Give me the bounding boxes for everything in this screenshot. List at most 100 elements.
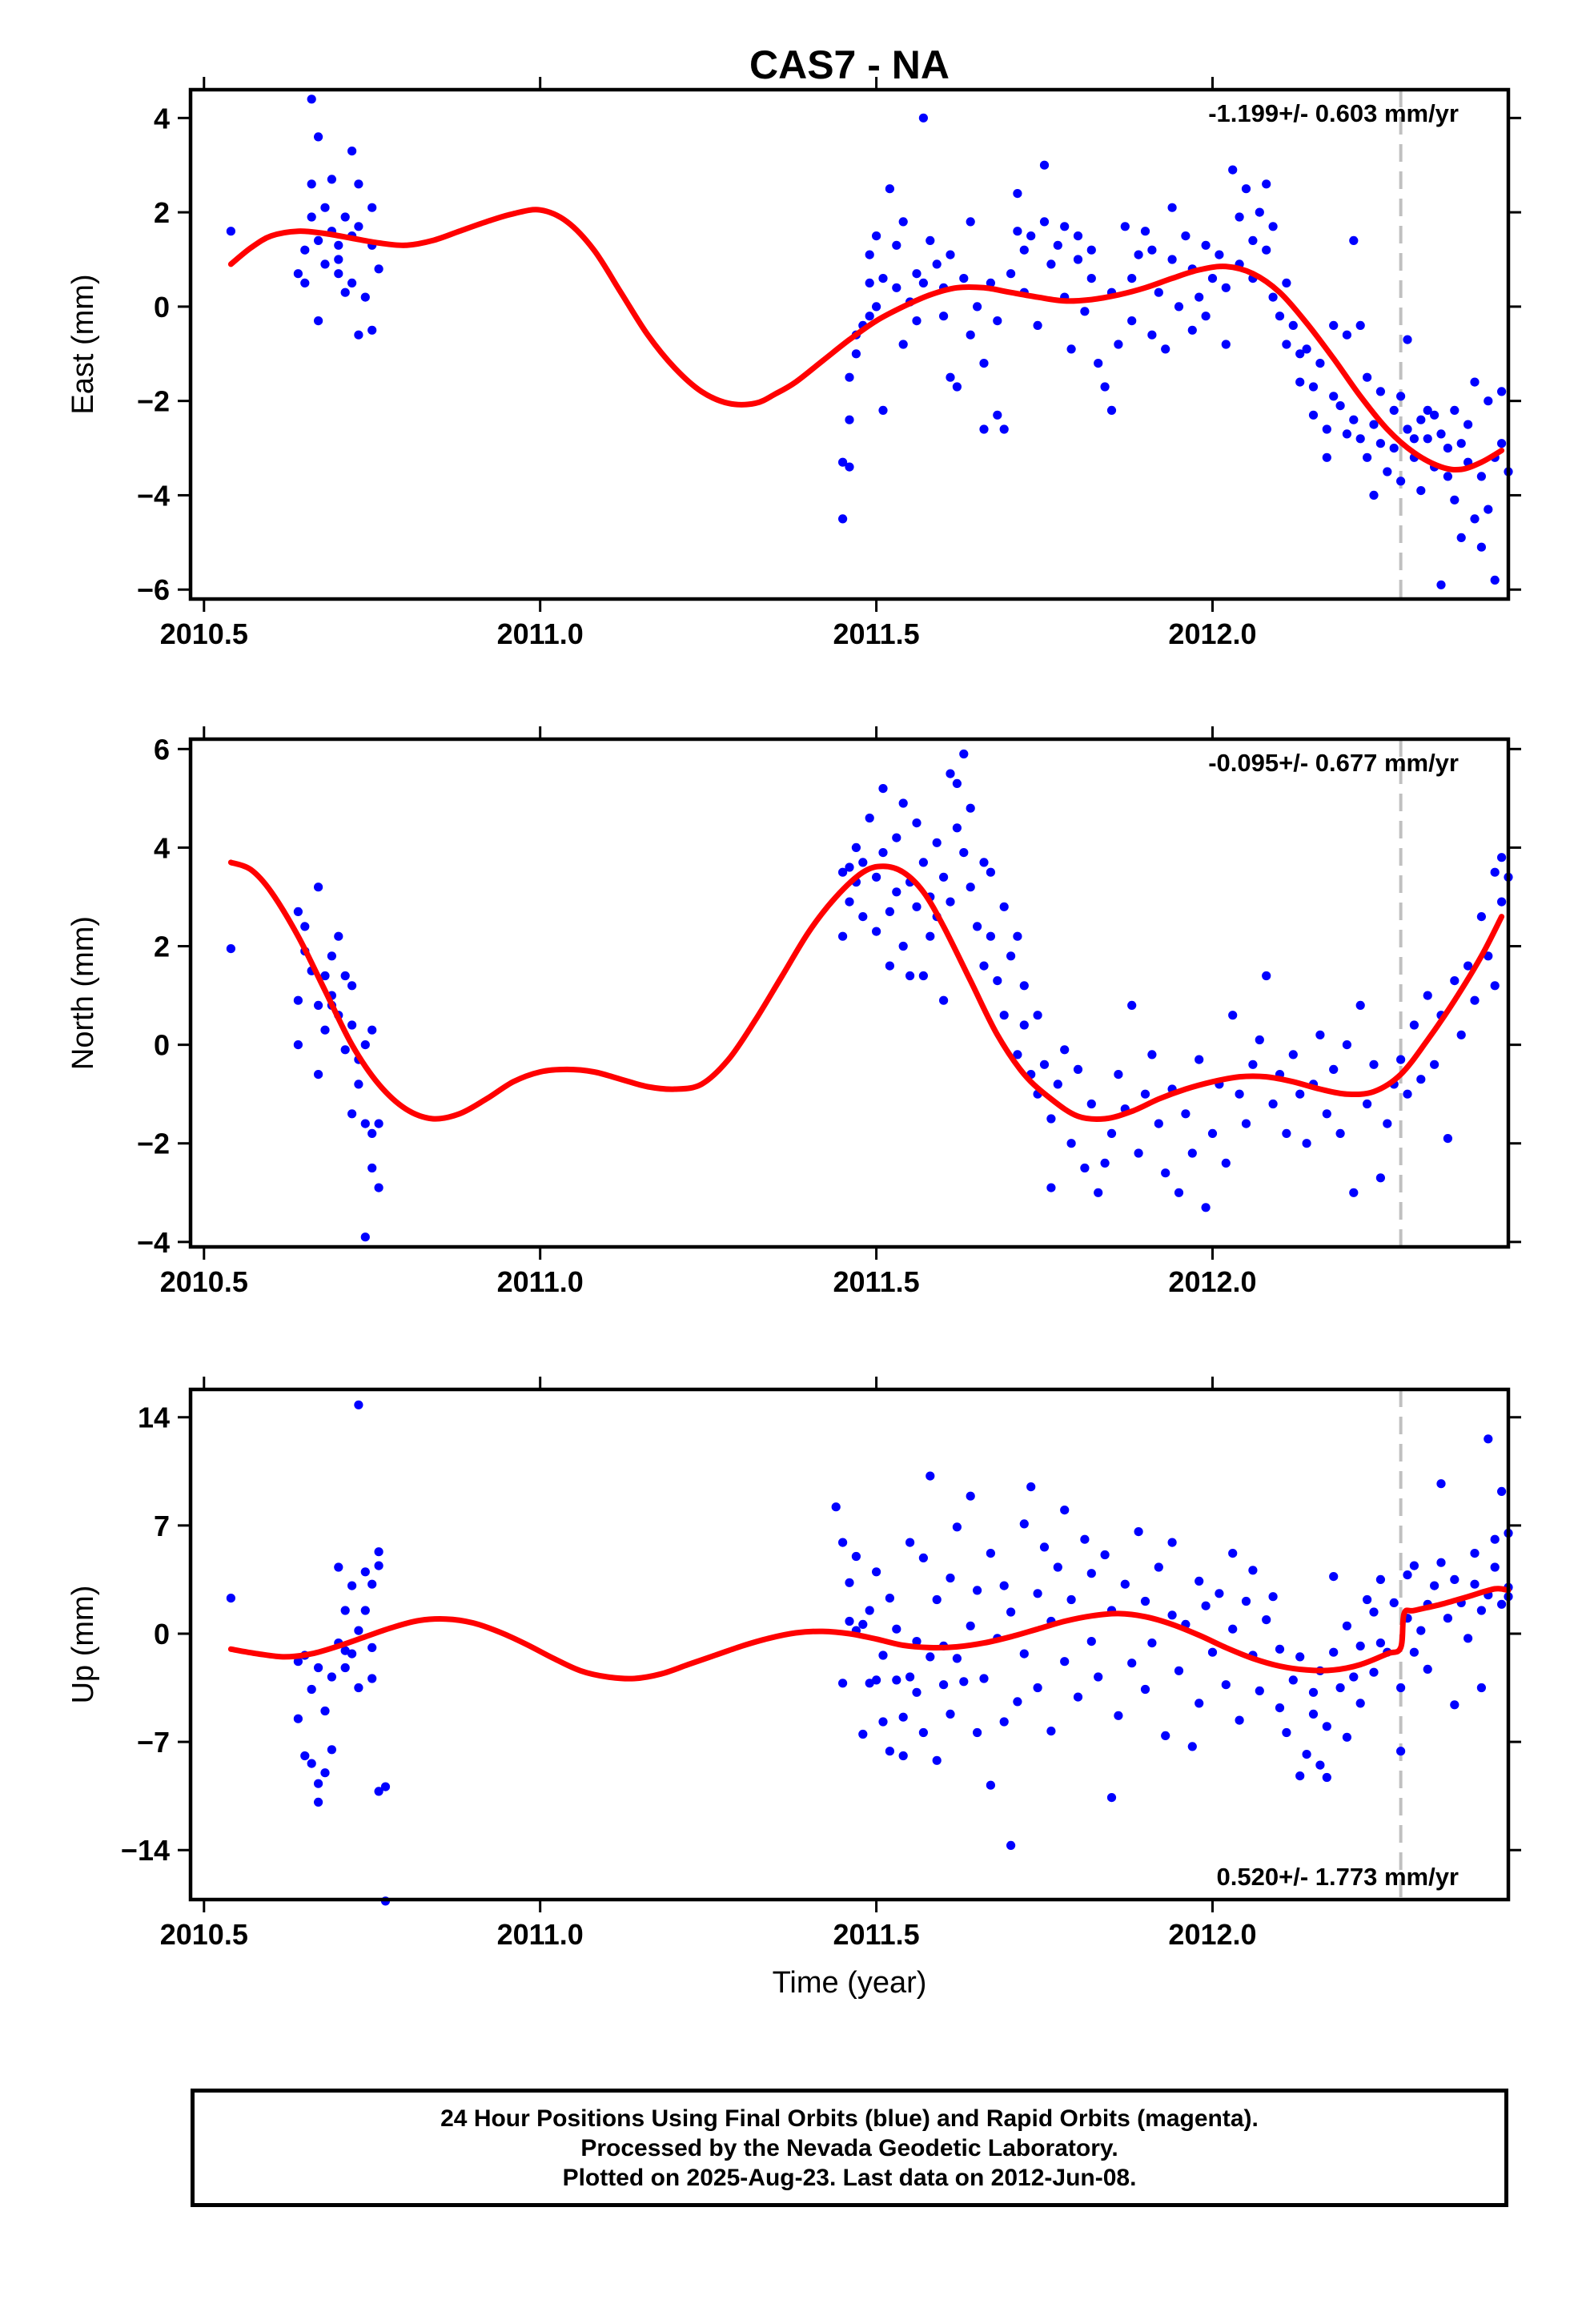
data-point bbox=[1335, 1128, 1345, 1138]
data-point bbox=[1187, 325, 1197, 335]
y-tick-label: 4 bbox=[154, 831, 170, 864]
x-tick-label: 2010.5 bbox=[160, 1265, 248, 1298]
data-point bbox=[1154, 1562, 1163, 1572]
data-point bbox=[885, 961, 894, 971]
data-point bbox=[1086, 274, 1096, 283]
data-point bbox=[1464, 961, 1473, 971]
data-point bbox=[380, 1782, 391, 1791]
data-point bbox=[1423, 434, 1432, 444]
data-point bbox=[1167, 1610, 1177, 1620]
data-point bbox=[1100, 1550, 1110, 1560]
data-point bbox=[1355, 1641, 1365, 1651]
data-point bbox=[1013, 189, 1022, 199]
data-point bbox=[320, 259, 330, 269]
data-point bbox=[979, 858, 989, 867]
data-point bbox=[334, 269, 343, 279]
data-point bbox=[872, 302, 881, 312]
data-point bbox=[1140, 1596, 1150, 1606]
data-point bbox=[939, 1680, 949, 1690]
data-point bbox=[912, 818, 921, 828]
y-tick-label: −4 bbox=[137, 1226, 170, 1259]
data-point bbox=[1450, 1574, 1460, 1584]
data-point bbox=[1255, 1035, 1264, 1045]
velocity-label: -1.199+/- 0.603 mm/yr bbox=[1208, 99, 1459, 127]
data-point bbox=[1302, 344, 1311, 354]
data-point bbox=[1476, 1683, 1486, 1693]
x-tick-label: 2010.5 bbox=[160, 617, 248, 650]
y-tick-label: 0 bbox=[154, 1618, 170, 1651]
data-point bbox=[1308, 410, 1319, 420]
data-point bbox=[1134, 250, 1143, 259]
data-point bbox=[1275, 312, 1285, 321]
data-point bbox=[1497, 1486, 1507, 1496]
data-point bbox=[1228, 1549, 1238, 1558]
data-point bbox=[1322, 424, 1331, 434]
data-point bbox=[1026, 1482, 1036, 1492]
data-point bbox=[1363, 1594, 1372, 1605]
data-point bbox=[979, 424, 989, 434]
data-point bbox=[999, 1011, 1009, 1020]
data-point bbox=[340, 1606, 350, 1615]
data-point bbox=[374, 1787, 383, 1796]
data-point bbox=[1039, 217, 1050, 227]
data-point bbox=[374, 1547, 383, 1557]
chart-title: CAS7 - NA bbox=[749, 42, 950, 87]
data-point bbox=[838, 514, 848, 524]
data-point bbox=[354, 330, 363, 340]
data-point bbox=[939, 312, 949, 321]
data-point bbox=[347, 278, 357, 287]
data-point bbox=[1470, 377, 1480, 387]
y-tick-label: −14 bbox=[121, 1834, 170, 1867]
data-point bbox=[1342, 429, 1351, 439]
data-point bbox=[1369, 1667, 1379, 1677]
data-point bbox=[1315, 359, 1325, 368]
data-point bbox=[1140, 227, 1150, 236]
data-point bbox=[354, 1080, 363, 1089]
north-panel: 2010.5 2011.0 2011.5 2012.0 6 4 2 0 −2 −4 North (m… bbox=[66, 726, 1521, 1298]
x-tick-label: 2012.0 bbox=[1168, 1265, 1256, 1298]
footer-line-1: 24 Hour Positions Using Final Orbits (bl… bbox=[440, 2105, 1259, 2132]
data-point bbox=[1228, 1624, 1238, 1634]
data-point bbox=[872, 1675, 881, 1685]
data-point bbox=[314, 235, 323, 245]
data-point bbox=[966, 330, 975, 340]
data-point bbox=[946, 769, 955, 778]
data-point bbox=[347, 981, 357, 991]
data-point bbox=[865, 278, 874, 287]
data-point bbox=[878, 848, 888, 858]
data-point bbox=[1073, 255, 1083, 264]
data-point bbox=[307, 212, 316, 222]
data-point bbox=[1026, 231, 1036, 241]
data-point bbox=[1464, 1634, 1473, 1643]
data-point bbox=[1342, 1040, 1351, 1050]
data-point bbox=[1248, 1059, 1258, 1069]
data-point bbox=[293, 1714, 303, 1723]
data-point bbox=[939, 872, 949, 882]
data-point bbox=[1403, 424, 1412, 434]
data-point bbox=[959, 848, 969, 858]
data-point bbox=[912, 316, 921, 326]
data-point bbox=[307, 94, 316, 104]
data-point bbox=[340, 1045, 350, 1055]
footer-line-2: Processed by the Nevada Geodetic Laborat… bbox=[580, 2134, 1118, 2161]
data-point bbox=[1033, 320, 1042, 330]
data-point bbox=[1355, 1699, 1365, 1708]
data-point bbox=[360, 1232, 370, 1242]
x-tick-label: 2011.5 bbox=[833, 617, 920, 650]
x-tick-label: 2012.0 bbox=[1168, 617, 1256, 650]
data-point bbox=[374, 1119, 383, 1128]
data-point bbox=[1416, 486, 1426, 496]
data-point bbox=[1450, 495, 1460, 505]
data-point bbox=[845, 462, 854, 472]
data-point bbox=[1174, 1666, 1184, 1675]
data-point bbox=[1295, 349, 1305, 359]
data-point bbox=[314, 883, 323, 892]
data-point bbox=[1140, 1089, 1150, 1099]
data-point bbox=[1094, 1672, 1103, 1682]
data-point bbox=[1363, 1099, 1372, 1109]
data-point bbox=[1181, 1109, 1191, 1119]
data-point bbox=[1201, 1203, 1211, 1212]
data-point bbox=[1430, 410, 1439, 420]
data-point bbox=[892, 283, 901, 292]
